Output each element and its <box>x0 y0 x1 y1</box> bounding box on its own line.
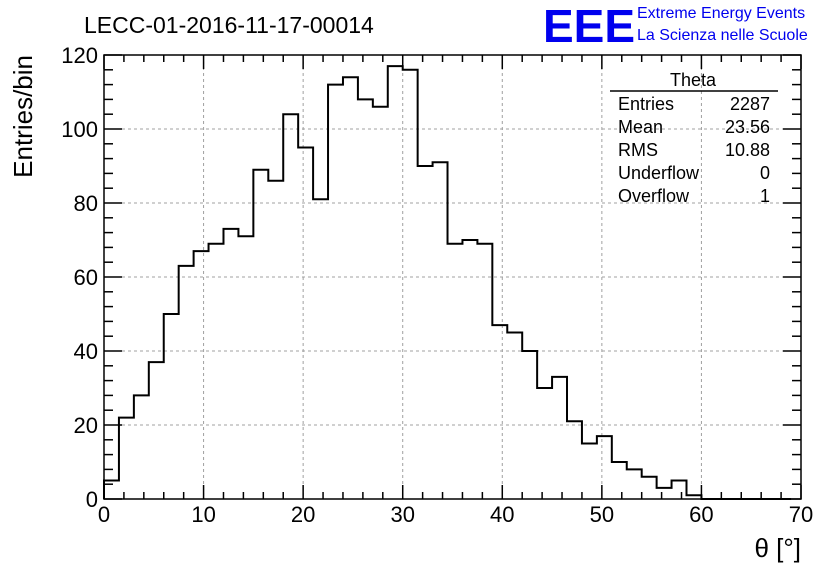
eee-logo: EEE Extreme Energy Events La Scienza nel… <box>543 0 808 52</box>
x-tick-label: 30 <box>390 502 414 527</box>
x-tick-labels: 0 10 20 30 40 50 60 70 <box>98 502 813 527</box>
stats-box-title: Theta <box>670 70 717 90</box>
gridlines <box>104 55 801 499</box>
histogram-line <box>103 65 792 500</box>
stats-box: Theta Entries 2287 Mean 23.56 RMS 10.88 Underf… <box>610 70 778 206</box>
y-axis-label: Entries/bin <box>8 55 38 178</box>
stats-row-value: 2287 <box>730 94 770 114</box>
y-tick-label: 0 <box>86 487 98 512</box>
y-tick-label: 60 <box>74 265 98 290</box>
stats-row-value: 23.56 <box>725 117 770 137</box>
axis-ticks <box>103 54 802 500</box>
x-tick-label: 70 <box>789 502 813 527</box>
chart-title: LECC-01-2016-11-17-00014 <box>84 12 374 38</box>
x-tick-label: 20 <box>291 502 315 527</box>
stats-row-label: Entries <box>618 94 674 114</box>
stats-row-label: Mean <box>618 117 663 137</box>
x-tick-label: 40 <box>490 502 514 527</box>
stats-row-label: Overflow <box>618 186 690 206</box>
x-tick-label: 60 <box>689 502 713 527</box>
stats-row-value: 0 <box>760 163 770 183</box>
x-axis-label: θ [°] <box>754 533 801 563</box>
y-tick-label: 80 <box>74 191 98 216</box>
eee-logo-line2: La Scienza nelle Scuole <box>637 27 808 44</box>
stats-row-label: RMS <box>618 140 658 160</box>
stats-box-rows: Entries 2287 Mean 23.56 RMS 10.88 Underflow 0 Ov… <box>618 94 770 206</box>
x-tick-label: 0 <box>98 502 110 527</box>
y-tick-label: 20 <box>74 413 98 438</box>
stats-row-value: 1 <box>760 186 770 206</box>
y-tick-label: 120 <box>61 43 98 68</box>
eee-logo-mark: EEE <box>543 0 635 52</box>
stats-row-label: Underflow <box>618 163 700 183</box>
eee-logo-line1: Extreme Energy Events <box>637 5 805 22</box>
y-tick-labels: 0 20 40 60 80 100 120 <box>61 43 98 512</box>
x-tick-label: 50 <box>590 502 614 527</box>
y-tick-label: 100 <box>61 117 98 142</box>
y-tick-label: 40 <box>74 339 98 364</box>
x-tick-label: 10 <box>191 502 215 527</box>
stats-row-value: 10.88 <box>725 140 770 160</box>
